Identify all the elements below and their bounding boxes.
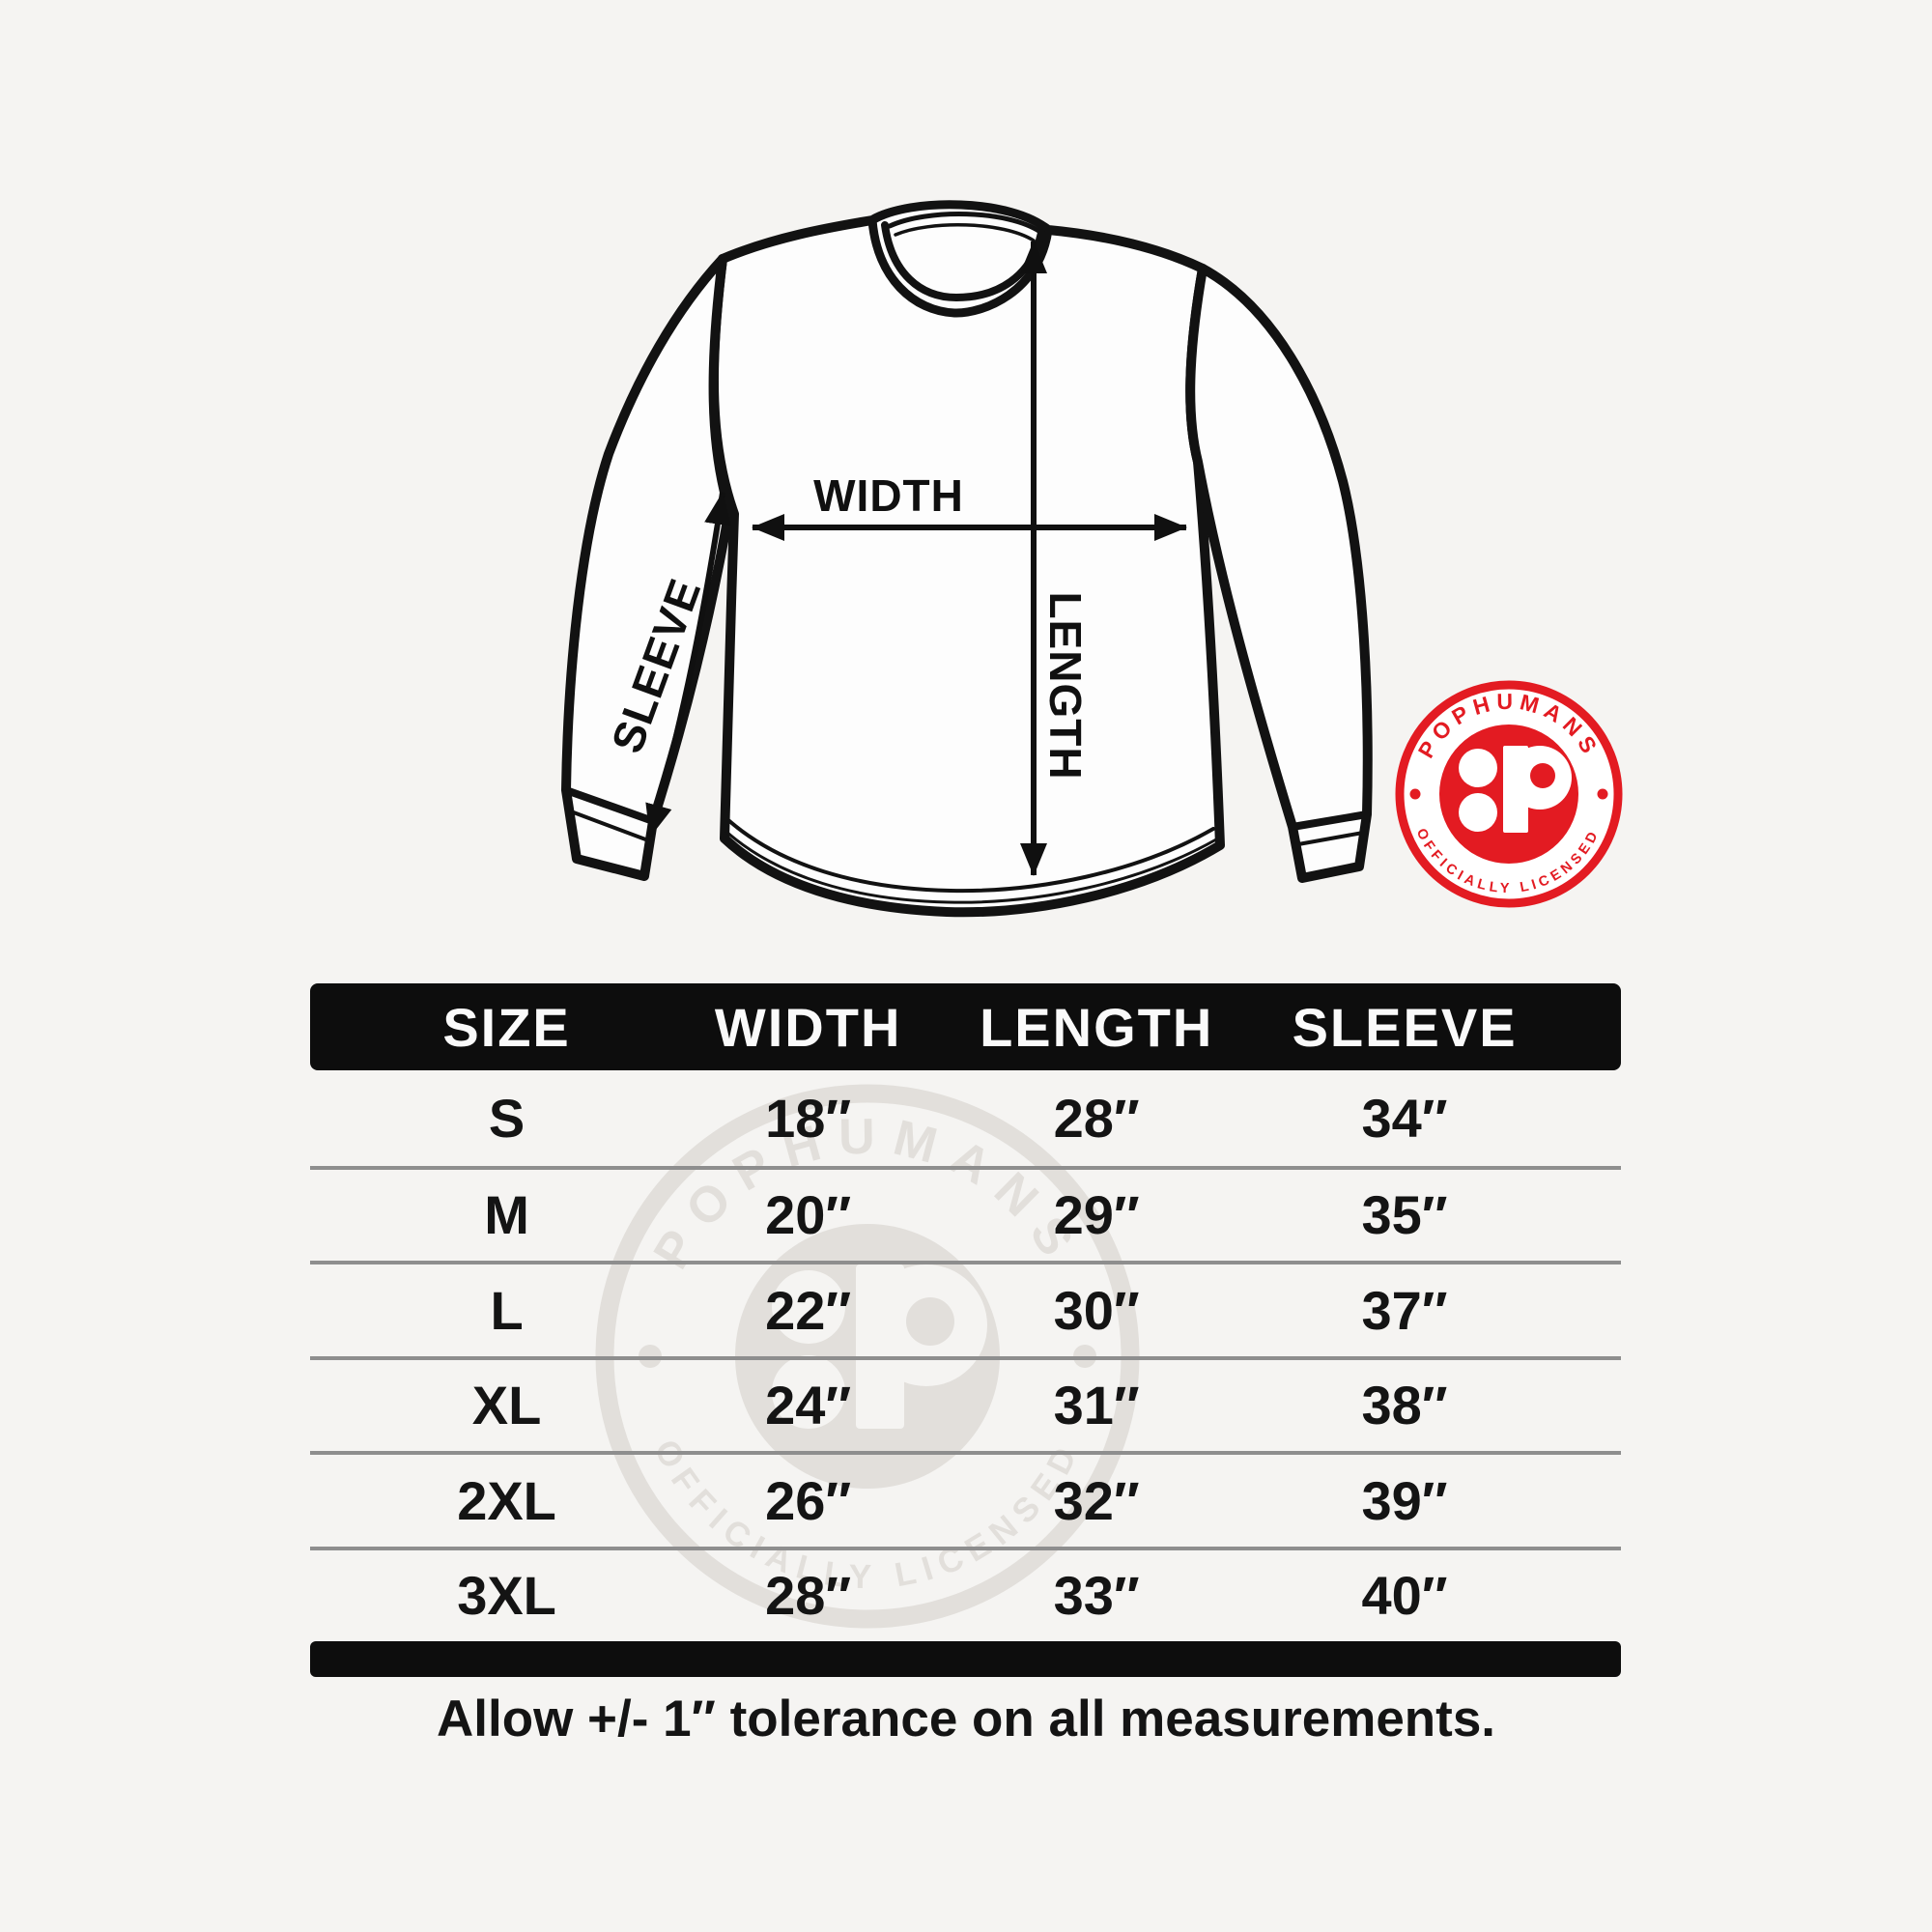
table-row: 3XL 28″ 33″ 40″ [310, 1546, 1621, 1642]
cell-size: S [488, 1087, 526, 1149]
cell-width: 28″ [765, 1565, 852, 1627]
shirt-outline [561, 200, 1373, 918]
cell-sleeve: 35″ [1361, 1184, 1448, 1246]
right-cuff-stitch [1296, 831, 1365, 846]
left-cuff-line [562, 786, 657, 825]
shirt-left-sleeve [561, 254, 734, 881]
left-cuff-stitch [569, 810, 650, 842]
header-sleeve: SLEEVE [1292, 996, 1518, 1058]
right-cuff-line [1289, 810, 1371, 831]
sleeve-arrow [645, 492, 731, 838]
cell-size: XL [471, 1375, 542, 1436]
cell-sleeve: 39″ [1361, 1469, 1448, 1531]
size-table-body: S 18″ 28″ 34″ M 20″ 29″ 35″ L 22″ 30″ 37… [310, 1070, 1621, 1641]
header-width: WIDTH [714, 996, 902, 1058]
collar-back-line-2 [894, 223, 1036, 242]
cell-width: 26″ [765, 1469, 852, 1531]
cell-length: 32″ [1053, 1469, 1140, 1531]
cell-length: 28″ [1053, 1087, 1140, 1149]
table-row: S 18″ 28″ 34″ [310, 1070, 1621, 1166]
cell-length: 31″ [1053, 1375, 1140, 1436]
hem-stitch-1 [726, 818, 1215, 894]
table-row: M 20″ 29″ 35″ [310, 1165, 1621, 1262]
cell-width: 22″ [765, 1279, 852, 1341]
header-size: SIZE [442, 996, 571, 1058]
cell-sleeve: 40″ [1361, 1565, 1448, 1627]
cell-size: M [484, 1184, 529, 1246]
cell-sleeve: 34″ [1361, 1087, 1448, 1149]
table-row: 2XL 26″ 32″ 39″ [310, 1451, 1621, 1547]
table-row: L 22″ 30″ 37″ [310, 1261, 1621, 1356]
table-bottom-bar [310, 1641, 1621, 1677]
cell-size: L [490, 1279, 524, 1341]
size-table: SIZE WIDTH LENGTH SLEEVE S 18″ 28″ 34″ M… [310, 983, 1621, 1677]
cell-length: 29″ [1053, 1184, 1140, 1246]
cell-length: 30″ [1053, 1279, 1140, 1341]
cell-width: 18″ [765, 1087, 852, 1149]
tolerance-note: Allow +/- 1″ tolerance on all measuremen… [436, 1690, 1496, 1747]
pophumans-badge-icon: POPHUMANS OFFICIALLY LICENSED [1395, 680, 1623, 908]
hem-stitch-2 [724, 830, 1218, 904]
cell-width: 24″ [765, 1375, 852, 1436]
cell-width: 20″ [765, 1184, 852, 1246]
cell-length: 33″ [1053, 1565, 1140, 1627]
collar-back-line-1 [887, 212, 1043, 235]
pophumans-monogram-icon [1459, 746, 1572, 833]
width-label: WIDTH [813, 470, 964, 521]
table-row: XL 24″ 31″ 38″ [310, 1355, 1621, 1452]
header-length: LENGTH [980, 996, 1214, 1058]
cell-size: 2XL [457, 1469, 556, 1531]
length-label: LENGTH [1040, 591, 1091, 780]
size-table-header: SIZE WIDTH LENGTH SLEEVE [310, 983, 1621, 1070]
cell-sleeve: 38″ [1361, 1375, 1448, 1436]
cell-sleeve: 37″ [1361, 1279, 1448, 1341]
cell-size: 3XL [457, 1565, 556, 1627]
shirt-right-sleeve [1185, 264, 1373, 883]
